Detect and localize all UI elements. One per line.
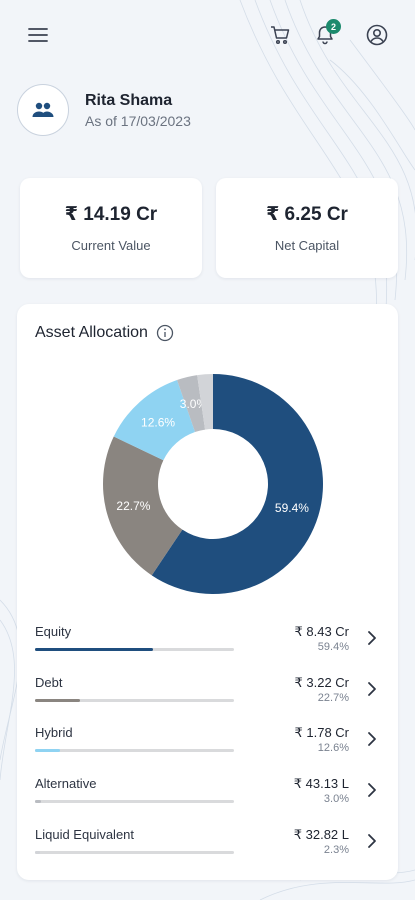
asset-allocation-title: Asset Allocation xyxy=(35,324,148,341)
donut-slice-alternative[interactable] xyxy=(177,375,206,433)
row-label: Equity xyxy=(35,624,72,639)
row-amount: ₹ 43.13 L xyxy=(293,776,349,792)
donut-data-label: 59.4% xyxy=(275,501,309,515)
chevron-right-icon[interactable] xyxy=(364,731,380,747)
donut-data-label: 22.7% xyxy=(116,499,150,513)
row-label: Debt xyxy=(35,674,63,690)
cart-icon[interactable] xyxy=(264,19,296,51)
row-percent: 12.6% xyxy=(317,742,349,755)
allocation-bar-fill xyxy=(35,800,41,804)
donut-slice-debt[interactable] xyxy=(102,436,183,576)
allocation-bar-track xyxy=(35,648,234,651)
current-value-card: ₹ 14.19 Cr Current Value xyxy=(20,178,202,278)
row-amount: ₹ 3.22 Cr xyxy=(294,674,349,690)
allocation-row-equity[interactable]: Equity ₹ 8.43 Cr 59.4% xyxy=(17,616,398,667)
allocation-list: Equity ₹ 8.43 Cr 59.4% Debt ₹ 3.22 Cr 22… xyxy=(17,616,398,869)
allocation-row-liquid-equivalent[interactable]: Liquid Equivalent ₹ 32.82 L 2.3% xyxy=(17,819,398,870)
row-label: Alternative xyxy=(35,776,97,792)
allocation-donut-chart: 59.4% 22.7% 12.6% 3.0% xyxy=(102,374,323,594)
info-icon[interactable] xyxy=(156,324,174,342)
row-percent: 22.7% xyxy=(317,691,349,704)
row-percent: 3.0% xyxy=(323,793,349,806)
notification-bell-icon[interactable]: 2 xyxy=(309,19,341,51)
allocation-bar-fill xyxy=(35,850,40,854)
allocation-bar-fill xyxy=(35,749,61,753)
net-capital-amount: ₹ 6.25 Cr xyxy=(266,204,348,225)
allocation-row-alternative[interactable]: Alternative ₹ 43.13 L 3.0% xyxy=(17,768,398,819)
allocation-bar-track xyxy=(35,698,234,702)
menu-icon[interactable] xyxy=(22,19,54,51)
net-capital-label: Net Capital xyxy=(274,238,340,253)
family-users-icon xyxy=(32,102,54,117)
donut-slice-equity[interactable] xyxy=(151,374,323,594)
row-label: Liquid Equivalent xyxy=(35,826,135,842)
chevron-right-icon[interactable] xyxy=(364,782,380,798)
allocation-bar-track xyxy=(35,800,234,804)
row-label: Hybrid xyxy=(35,725,73,741)
notification-count-badge: 2 xyxy=(326,19,341,34)
top-bar: 2 xyxy=(0,0,415,70)
allocation-bar-fill xyxy=(35,698,81,702)
chevron-right-icon[interactable] xyxy=(364,833,380,849)
row-amount: ₹ 8.43 Cr xyxy=(294,624,349,639)
allocation-bar-fill xyxy=(35,648,154,651)
chevron-right-icon[interactable] xyxy=(364,681,380,697)
net-capital-card: ₹ 6.25 Cr Net Capital xyxy=(216,178,398,278)
donut-slice-hybrid[interactable] xyxy=(113,380,196,461)
profile-icon[interactable] xyxy=(361,19,393,51)
current-value-amount: ₹ 14.19 Cr xyxy=(64,204,158,225)
allocation-row-debt[interactable]: Debt ₹ 3.22 Cr 22.7% xyxy=(17,667,398,718)
donut-data-label: 12.6% xyxy=(141,415,175,429)
asset-allocation-card: Asset Allocation 59.4% 22.7% 12.6% 3.0% Equ… xyxy=(17,304,398,880)
allocation-bar-track xyxy=(35,850,234,854)
row-percent: 2.3% xyxy=(323,843,349,856)
avatar[interactable] xyxy=(17,84,69,136)
chevron-right-icon[interactable] xyxy=(364,630,380,646)
current-value-label: Current Value xyxy=(71,238,151,253)
row-amount: ₹ 32.82 L xyxy=(293,826,349,842)
donut-data-label: 3.0% xyxy=(180,397,208,411)
allocation-row-hybrid[interactable]: Hybrid ₹ 1.78 Cr 12.6% xyxy=(17,717,398,768)
row-amount: ₹ 1.78 Cr xyxy=(294,725,349,741)
row-percent: 59.4% xyxy=(317,641,349,653)
user-profile-header: Rita Shama As of 17/03/2023 xyxy=(17,84,191,136)
allocation-bar-track xyxy=(35,749,234,753)
user-name: Rita Shama xyxy=(85,91,173,109)
donut-slice-liquid-equivalent[interactable] xyxy=(197,374,213,430)
as-of-date: As of 17/03/2023 xyxy=(85,112,191,129)
